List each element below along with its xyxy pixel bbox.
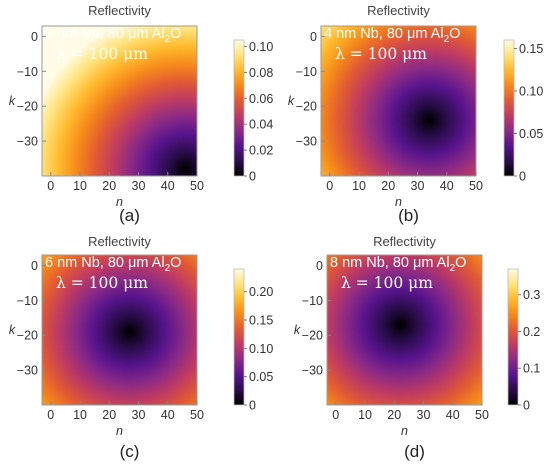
colorbar-tick-label: 0.10: [249, 40, 273, 54]
colorbar: [503, 39, 515, 177]
x-tick-label: 30: [411, 179, 425, 193]
colorbar: [233, 268, 245, 406]
x-tick-label: 0: [332, 408, 339, 422]
heatmap-panel-1: [42, 26, 197, 176]
x-tick-label: 50: [190, 408, 204, 422]
colorbar-tick-label: 0: [249, 399, 256, 413]
panel-caption: (a): [119, 206, 140, 225]
y-tick-label: −20: [17, 329, 38, 343]
wavelength-annotation: λ = 100 μm: [335, 45, 427, 63]
panel-caption: (c): [120, 442, 140, 461]
x-tick-label: 40: [440, 179, 454, 193]
colorbar-tick-label: 0.15: [519, 42, 543, 56]
plot-frame: [326, 254, 483, 406]
plot-frame: [320, 25, 477, 177]
y-tick-label: −10: [302, 294, 323, 308]
x-tick-label: 50: [190, 179, 204, 193]
plot-title: Reflectivity: [88, 234, 151, 249]
y-tick-label: −30: [296, 135, 317, 149]
x-tick-label: 30: [417, 408, 431, 422]
plot-title: Reflectivity: [373, 234, 436, 249]
colorbar-tick-label: 0.02: [249, 144, 273, 158]
x-tick-label: 20: [387, 408, 401, 422]
x-tick-label: 10: [352, 179, 366, 193]
x-tick-label: 0: [47, 179, 54, 193]
y-axis-label: k: [294, 323, 301, 337]
wavelength-annotation: λ = 100 μm: [341, 274, 433, 292]
y-tick-label: −10: [296, 65, 317, 79]
heatmap-panel-4: [327, 255, 482, 405]
colorbar-tick-label: 0.05: [519, 127, 543, 141]
colorbar-tick-label: 0.20: [249, 285, 273, 299]
colorbar-tick-label: 0: [519, 170, 526, 184]
x-tick-label: 0: [326, 179, 333, 193]
x-tick-label: 30: [132, 408, 146, 422]
y-tick-label: 0: [31, 30, 38, 44]
y-tick-label: −10: [17, 294, 38, 308]
x-tick-label: 20: [102, 408, 116, 422]
x-tick-label: 20: [381, 179, 395, 193]
y-tick-label: 0: [316, 259, 323, 273]
y-tick-label: −30: [302, 364, 323, 378]
colorbar-tick-label: 0.10: [519, 85, 543, 99]
y-tick-label: −30: [17, 135, 38, 149]
colorbar-tick-label: 0.2: [523, 325, 540, 339]
heatmap-panel-3: [42, 255, 197, 405]
x-axis-label: n: [116, 195, 123, 209]
plot-title: Reflectivity: [88, 3, 151, 18]
colorbar-tick-label: 0: [523, 399, 530, 413]
y-tick-label: −20: [296, 100, 317, 114]
colorbar-tick-label: 0.15: [249, 314, 273, 328]
colorbar: [233, 39, 245, 177]
colorbar-tick-label: 0.10: [249, 342, 273, 356]
x-tick-label: 30: [132, 179, 146, 193]
y-axis-label: k: [9, 94, 16, 108]
colorbar-tick-label: 0.3: [523, 288, 540, 302]
x-tick-label: 40: [446, 408, 460, 422]
y-tick-label: 0: [31, 259, 38, 273]
x-tick-label: 50: [475, 408, 489, 422]
y-tick-label: −20: [17, 100, 38, 114]
x-tick-label: 40: [161, 179, 175, 193]
plot-frame: [41, 254, 198, 406]
y-tick-label: −30: [17, 364, 38, 378]
x-tick-label: 10: [73, 408, 87, 422]
colorbar-tick-label: 0.04: [249, 118, 273, 132]
sample-annotation: 6 nm Nb, 80 μm Al2O: [45, 255, 181, 274]
sample-annotation: 4 nm Nb, 80 μm Al2O: [324, 26, 460, 45]
y-tick-label: 0: [310, 30, 317, 44]
x-tick-label: 50: [469, 179, 483, 193]
colorbar-tick-label: 0.1: [523, 362, 540, 376]
y-axis-label: k: [9, 323, 16, 337]
x-tick-label: 40: [161, 408, 175, 422]
panel-caption: (d): [404, 442, 425, 461]
y-axis-label: k: [288, 94, 295, 108]
plot-frame: [41, 25, 198, 177]
colorbar-tick-label: 0.05: [249, 370, 273, 384]
sample-annotation: 2 nm Nb, 80 μm Al2O: [45, 26, 181, 45]
x-tick-label: 0: [47, 408, 54, 422]
colorbar-tick-label: 0: [249, 170, 256, 184]
x-axis-label: n: [116, 424, 123, 438]
heatmap-panel-2: [321, 26, 476, 176]
panel-caption: (b): [398, 206, 419, 225]
sample-annotation: 8 nm Nb, 80 μm Al2O: [330, 255, 466, 274]
wavelength-annotation: λ = 100 μm: [56, 45, 148, 63]
x-tick-label: 10: [73, 179, 87, 193]
colorbar-tick-label: 0.06: [249, 92, 273, 106]
y-tick-label: −20: [302, 329, 323, 343]
colorbar-tick-label: 0.08: [249, 66, 273, 80]
wavelength-annotation: λ = 100 μm: [56, 274, 148, 292]
plot-title: Reflectivity: [367, 3, 430, 18]
y-tick-label: −10: [17, 65, 38, 79]
x-axis-label: n: [401, 424, 408, 438]
x-axis-label: n: [395, 195, 402, 209]
colorbar: [507, 268, 519, 406]
x-tick-label: 20: [102, 179, 116, 193]
x-tick-label: 10: [358, 408, 372, 422]
